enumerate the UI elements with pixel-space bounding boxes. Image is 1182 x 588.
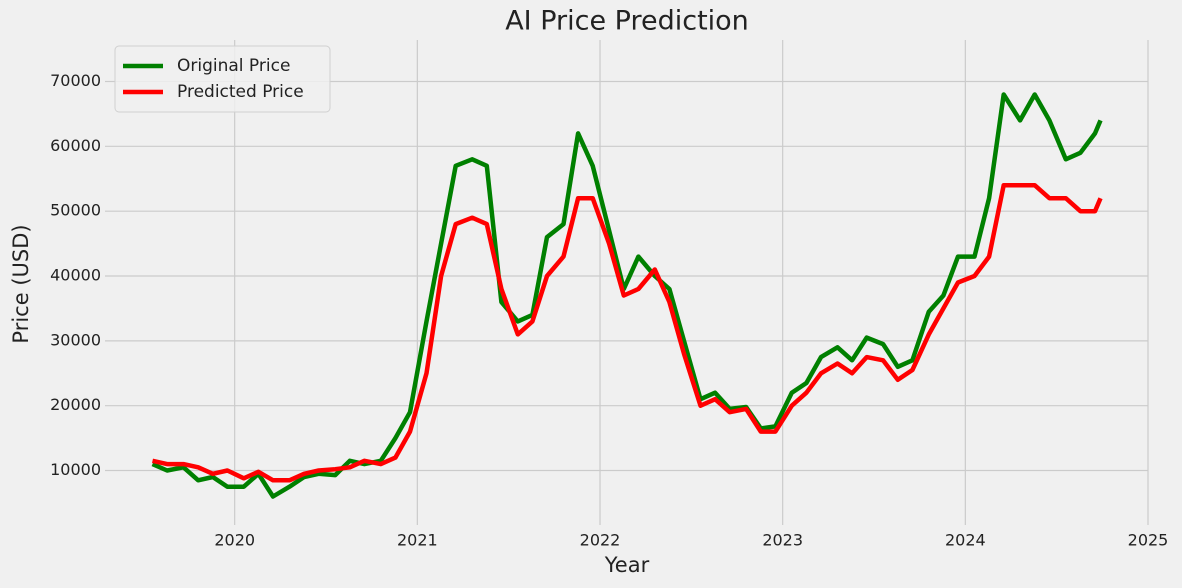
x-tick-label: 2020 — [214, 531, 255, 550]
x-tick-label: 2024 — [945, 531, 986, 550]
y-tick-label: 50000 — [50, 201, 101, 220]
x-tick-label: 2025 — [1128, 531, 1169, 550]
legend-box — [114, 45, 331, 113]
legend-label: Original Price — [177, 56, 290, 76]
y-axis-label: Price (USD) — [9, 224, 33, 343]
y-tick-label: 40000 — [50, 266, 101, 285]
series-line — [152, 182, 1103, 483]
x-tick-label: 2021 — [397, 531, 438, 550]
y-tick-label: 70000 — [50, 71, 101, 90]
x-tick-label: 2022 — [580, 531, 621, 550]
chart-title: AI Price Prediction — [505, 6, 749, 37]
legend-label: Predicted Price — [177, 82, 304, 102]
x-axis-label: Year — [604, 553, 650, 577]
series-line — [151, 92, 1103, 499]
y-tick-label: 20000 — [50, 395, 101, 414]
x-tick-label: 2023 — [762, 531, 803, 550]
y-tick-label: 10000 — [50, 460, 101, 479]
y-tick-label: 60000 — [50, 136, 101, 155]
y-tick-label: 30000 — [50, 330, 101, 349]
